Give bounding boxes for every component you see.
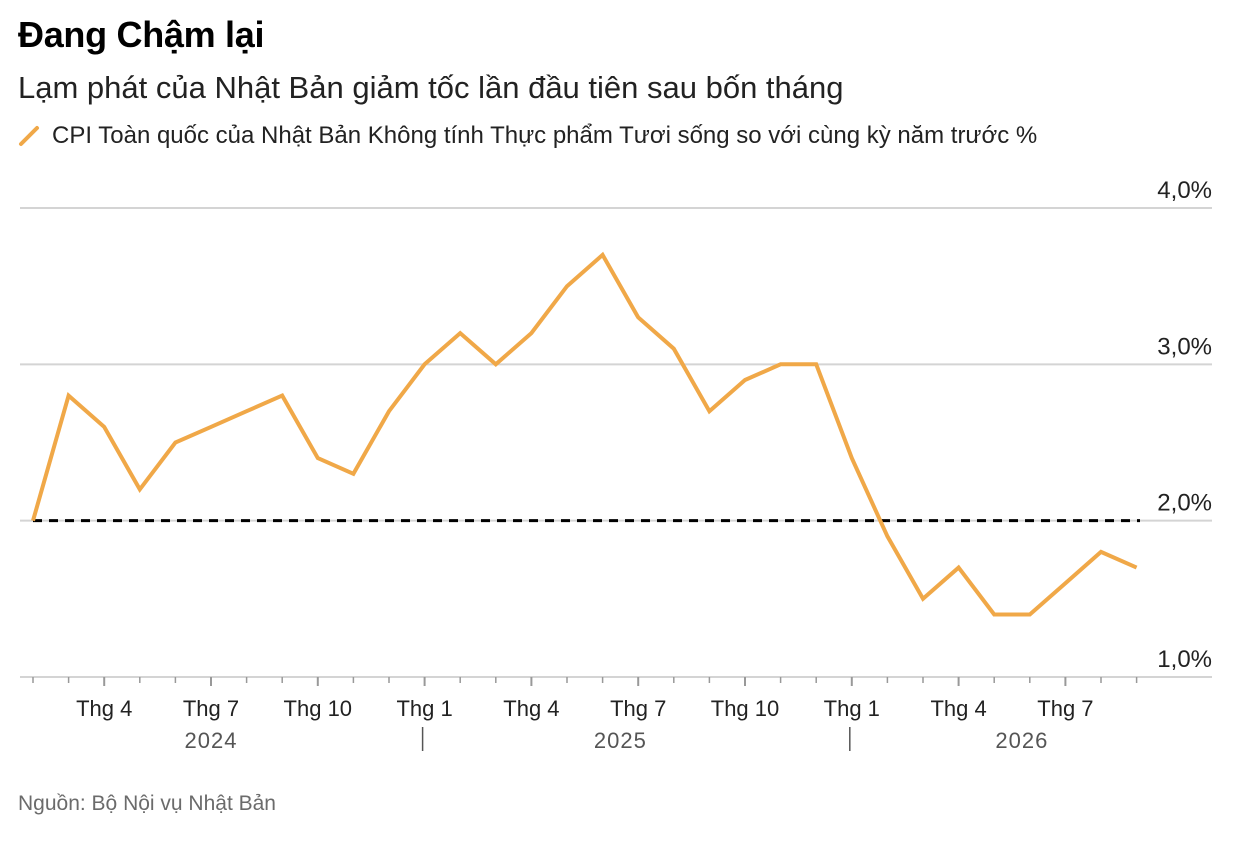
legend: CPI Toàn quốc của Nhật Bản Không tính Th… bbox=[18, 122, 1037, 150]
x-tick-label: Thg 1 bbox=[396, 696, 452, 721]
y-tick-label: 3,0% bbox=[1157, 333, 1212, 360]
series-line bbox=[31, 251, 1138, 617]
legend-label: CPI Toàn quốc của Nhật Bản Không tính Th… bbox=[52, 122, 1038, 149]
x-tick-label: Thg 4 bbox=[930, 696, 986, 721]
chart-title: Đang Chậm lại bbox=[18, 14, 265, 55]
x-tick-label: Thg 4 bbox=[503, 696, 559, 721]
chart-subtitle: Lạm phát của Nhật Bản giảm tốc lần đầu t… bbox=[18, 70, 844, 105]
x-tick-label: Thg 10 bbox=[711, 696, 780, 721]
x-tick-label: Thg 7 bbox=[610, 696, 666, 721]
year-label: 2024 bbox=[185, 728, 238, 753]
source-note: Nguồn: Bộ Nội vụ Nhật Bản bbox=[18, 792, 276, 815]
line-chart: 1,0% 2,0% 3,0% 4,0% Thg 4 Thg 7 Thg 10 Thg 1 Thg… bbox=[20, 177, 1212, 753]
x-tick-label: Thg 1 bbox=[824, 696, 880, 721]
x-tick-label: Thg 7 bbox=[1037, 696, 1093, 721]
year-label: 2026 bbox=[995, 728, 1048, 753]
x-tick-label: Thg 7 bbox=[183, 696, 239, 721]
y-tick-label: 1,0% bbox=[1157, 646, 1212, 673]
y-tick-label: 2,0% bbox=[1157, 490, 1212, 517]
y-tick-label: 4,0% bbox=[1157, 177, 1212, 204]
year-label: 2025 bbox=[594, 728, 647, 753]
x-tick-label: Thg 4 bbox=[76, 696, 132, 721]
legend-line-icon bbox=[19, 126, 39, 146]
x-tick-label: Thg 10 bbox=[284, 696, 353, 721]
